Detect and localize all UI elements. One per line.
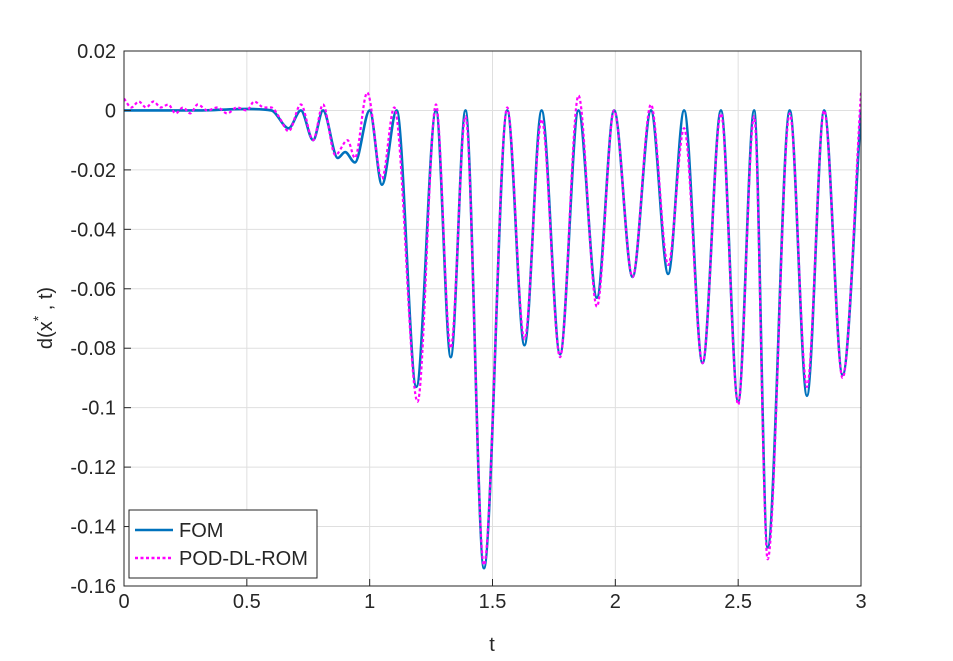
y-label-part: d(x (35, 321, 57, 349)
legend: FOM POD-DL-ROM (128, 509, 318, 579)
ticks: 0 0.5 1 1.5 2 2.5 3 -0.16 -0.14 -0.12 -0.1 -0.08 -0.… (70, 41, 866, 613)
x-tick-label: 3 (855, 591, 866, 613)
x-tick-label: 1.5 (479, 591, 507, 613)
y-tick-label: 0 (105, 100, 116, 122)
legend-label: FOM (179, 520, 223, 542)
y-axis-label: d(x* , t) (30, 287, 57, 349)
x-tick-label: 2 (610, 591, 621, 613)
y-tick-label: -0.14 (70, 517, 116, 539)
legend-label: POD-DL-ROM (179, 548, 308, 570)
series-line (124, 91, 861, 567)
y-tick-label: -0.1 (82, 398, 116, 420)
y-tick-label: -0.06 (70, 279, 116, 301)
y-tick-label: 0.02 (77, 41, 116, 63)
x-tick-label: 0 (118, 591, 129, 613)
x-tick-label: 2.5 (724, 591, 752, 613)
legend-box (128, 509, 318, 579)
y-label-part: , t) (35, 287, 57, 316)
y-tick-label: -0.08 (70, 338, 116, 360)
y-label-sup: * (30, 315, 46, 321)
y-tick-label: -0.12 (70, 457, 116, 479)
x-axis-label: t (489, 634, 495, 656)
y-tick-label: -0.16 (70, 576, 116, 598)
lines (124, 91, 861, 570)
x-tick-label: 0.5 (233, 591, 261, 613)
y-tick-label: -0.02 (70, 160, 116, 182)
x-tick-label: 1 (364, 591, 375, 613)
y-tick-label: -0.04 (70, 219, 116, 241)
